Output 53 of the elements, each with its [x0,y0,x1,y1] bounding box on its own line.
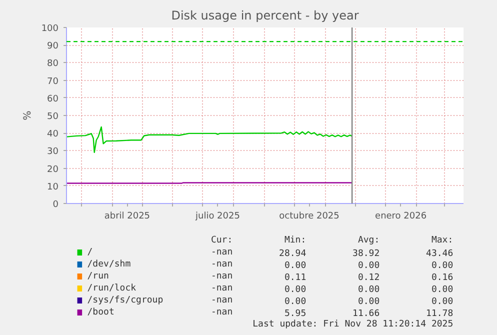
text: 0.12 [358,273,380,283]
text: 11.66 [352,309,380,319]
x-tick-label: julio 2025 [194,212,240,222]
text: 0.11 [284,273,306,283]
text: 5.95 [284,309,306,319]
legend-label: / [87,248,93,258]
text: 0.00 [358,261,380,271]
x-tick-label: enero 2026 [375,212,427,222]
text: 0.00 [284,285,306,295]
chart-title: Disk usage in percent - by year [171,8,359,22]
text: 0.00 [431,285,454,295]
text: 38.92 [352,249,380,259]
text: 0.00 [284,261,306,271]
text: -nan [210,296,233,306]
text: 0.00 [431,261,454,271]
text: 0.00 [358,297,380,307]
y-tick-label: 20 [47,164,59,175]
y-tick-label: 0 [52,200,59,210]
text: 0.16 [431,273,454,283]
text: -nan [210,248,233,258]
text: -nan [210,260,233,270]
y-tick-label: 80 [47,59,59,70]
y-tick-label: 40 [47,130,59,140]
legend-label: /dev/shm [87,260,131,270]
y-tick-label: 10 [47,182,59,192]
y-tick-label: 100 [41,24,59,34]
x-tick-label: octubre 2025 [279,212,340,222]
y-tick-label: 30 [47,147,59,158]
text: Last update: Fri Nov 28 11:20:14 2025 [252,320,454,330]
text: 43.46 [426,249,454,259]
text: 0.00 [431,297,454,307]
legend-label: /run [87,272,109,282]
legend-label: /boot [87,308,114,318]
x-tick-label: abril 2025 [104,212,150,222]
y-tick-label: 90 [47,42,59,52]
y-tick-label: 60 [47,94,59,104]
text: -nan [210,284,233,294]
text: 28.94 [279,249,306,259]
text: Cur: [210,236,233,246]
text: Max: [431,236,454,246]
text: -nan [210,308,233,318]
text: -nan [210,272,233,282]
text: Avg: [358,236,380,246]
text: 11.78 [426,309,454,319]
legend-label: /sys/fs/cgroup [87,296,164,306]
text: 0.00 [358,285,380,295]
y-tick-label: 70 [47,76,59,87]
y-axis-title: % [22,110,34,120]
legend-label: /run/lock [87,284,137,294]
line-series [66,126,353,154]
text: 0.00 [284,297,306,307]
y-tick-label: 50 [47,112,59,122]
text: Min: [284,236,306,246]
